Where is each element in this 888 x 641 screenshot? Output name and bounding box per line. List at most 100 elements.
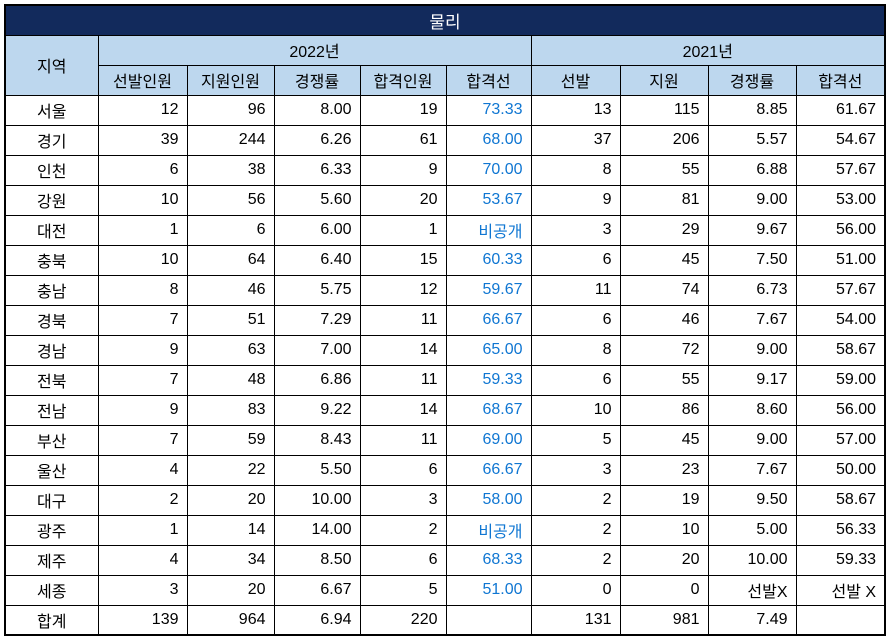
cell-2022-ratio: 10.00 xyxy=(273,484,361,516)
cell-2022-passed: 1 xyxy=(359,214,447,246)
cell-2021-cutoff: 59.33 xyxy=(795,544,886,576)
cell-2021-applicants: 74 xyxy=(619,274,709,306)
table-row: 대전 1 6 6.00 1 비공개 3 29 9.67 56.00 xyxy=(4,214,886,246)
cell-2021-selection: 9 xyxy=(530,184,621,216)
cell-2022-passed: 14 xyxy=(359,394,447,426)
cell-2022-ratio: 6.00 xyxy=(273,214,361,246)
cell-2022-selection: 2 xyxy=(97,484,188,516)
cell-region: 전남 xyxy=(4,394,99,426)
header-2021-selection: 선발 xyxy=(530,64,621,96)
cell-2021-cutoff xyxy=(795,604,886,636)
header-region: 지역 xyxy=(4,34,99,96)
cell-2022-cutoff: 59.67 xyxy=(445,274,532,306)
cell-2021-ratio: 9.50 xyxy=(707,484,797,516)
cell-2022-ratio: 5.75 xyxy=(273,274,361,306)
cell-2022-selection: 8 xyxy=(97,274,188,306)
cell-2022-cutoff: 59.33 xyxy=(445,364,532,396)
cell-2022-selection: 1 xyxy=(97,214,188,246)
cell-2022-ratio: 6.94 xyxy=(273,604,361,636)
cell-region: 인천 xyxy=(4,154,99,186)
cell-2022-cutoff: 60.33 xyxy=(445,244,532,276)
cell-2021-ratio: 10.00 xyxy=(707,544,797,576)
cell-2021-selection: 2 xyxy=(530,514,621,546)
cell-2022-cutoff: 69.00 xyxy=(445,424,532,456)
cell-2021-cutoff: 57.00 xyxy=(795,424,886,456)
cell-2022-ratio: 6.33 xyxy=(273,154,361,186)
cell-2022-selection: 3 xyxy=(97,574,188,606)
cell-2022-ratio: 5.60 xyxy=(273,184,361,216)
cell-2021-ratio: 9.00 xyxy=(707,184,797,216)
table-row: 광주 1 14 14.00 2 비공개 2 10 5.00 56.33 xyxy=(4,514,886,546)
cell-2022-selection: 10 xyxy=(97,244,188,276)
cell-2022-passed: 11 xyxy=(359,364,447,396)
cell-2021-cutoff: 58.67 xyxy=(795,334,886,366)
cell-region: 강원 xyxy=(4,184,99,216)
cell-2022-applicants: 83 xyxy=(186,394,275,426)
cell-2021-applicants: 55 xyxy=(619,154,709,186)
table-title: 물리 xyxy=(4,4,886,36)
cell-2022-applicants: 244 xyxy=(186,124,275,156)
cell-2022-selection: 4 xyxy=(97,454,188,486)
cell-2021-selection: 8 xyxy=(530,334,621,366)
cell-2022-cutoff: 68.00 xyxy=(445,124,532,156)
cell-2021-cutoff: 56.00 xyxy=(795,214,886,246)
cell-2021-applicants: 46 xyxy=(619,304,709,336)
cell-2021-applicants: 206 xyxy=(619,124,709,156)
cell-2021-selection: 3 xyxy=(530,454,621,486)
cell-2021-selection: 131 xyxy=(530,604,621,636)
cell-2022-ratio: 6.26 xyxy=(273,124,361,156)
cell-region: 제주 xyxy=(4,544,99,576)
cell-2022-ratio: 5.50 xyxy=(273,454,361,486)
cell-2021-applicants: 45 xyxy=(619,424,709,456)
cell-2022-passed: 5 xyxy=(359,574,447,606)
cell-2021-cutoff: 58.67 xyxy=(795,484,886,516)
cell-2022-cutoff: 53.67 xyxy=(445,184,532,216)
cell-2022-selection: 1 xyxy=(97,514,188,546)
cell-2022-ratio: 8.50 xyxy=(273,544,361,576)
header-2022-ratio: 경쟁률 xyxy=(273,64,361,96)
cell-2022-ratio: 9.22 xyxy=(273,394,361,426)
cell-2022-selection: 4 xyxy=(97,544,188,576)
cell-region: 전북 xyxy=(4,364,99,396)
table-head: 물리 지역 2022년 2021년 선발인원 지원인원 경쟁률 합격인원 합격선… xyxy=(4,4,886,96)
cell-2022-applicants: 34 xyxy=(186,544,275,576)
cell-2021-applicants: 23 xyxy=(619,454,709,486)
cell-2022-applicants: 64 xyxy=(186,244,275,276)
cell-2022-ratio: 6.86 xyxy=(273,364,361,396)
table-row: 경남 9 63 7.00 14 65.00 8 72 9.00 58.67 xyxy=(4,334,886,366)
cell-2021-applicants: 55 xyxy=(619,364,709,396)
cell-region: 서울 xyxy=(4,94,99,126)
cell-2021-ratio: 선발X xyxy=(707,574,797,606)
cell-2022-cutoff: 68.33 xyxy=(445,544,532,576)
cell-2021-ratio: 9.17 xyxy=(707,364,797,396)
cell-2021-applicants: 0 xyxy=(619,574,709,606)
cell-2022-ratio: 8.00 xyxy=(273,94,361,126)
table-row: 부산 7 59 8.43 11 69.00 5 45 9.00 57.00 xyxy=(4,424,886,456)
cell-2022-selection: 12 xyxy=(97,94,188,126)
cell-2022-cutoff: 70.00 xyxy=(445,154,532,186)
cell-region: 세종 xyxy=(4,574,99,606)
header-2022-applicants: 지원인원 xyxy=(186,64,275,96)
cell-2021-cutoff: 선발 X xyxy=(795,574,886,606)
table-row: 인천 6 38 6.33 9 70.00 8 55 6.88 57.67 xyxy=(4,154,886,186)
cell-region: 충북 xyxy=(4,244,99,276)
table-body: 서울 12 96 8.00 19 73.33 13 115 8.85 61.67 경기 39 244 6.… xyxy=(4,94,886,636)
table-row: 경기 39 244 6.26 61 68.00 37 206 5.57 54.67 xyxy=(4,124,886,156)
cell-2021-cutoff: 56.00 xyxy=(795,394,886,426)
cell-2021-ratio: 7.50 xyxy=(707,244,797,276)
physics-results-table: 물리 지역 2022년 2021년 선발인원 지원인원 경쟁률 합격인원 합격선… xyxy=(4,4,887,636)
cell-2022-passed: 9 xyxy=(359,154,447,186)
cell-2022-selection: 9 xyxy=(97,394,188,426)
cell-2022-passed: 11 xyxy=(359,304,447,336)
cell-2022-ratio: 6.40 xyxy=(273,244,361,276)
cell-2022-applicants: 38 xyxy=(186,154,275,186)
cell-2021-cutoff: 53.00 xyxy=(795,184,886,216)
total-row: 합계 139 964 6.94 220 131 981 7.49 xyxy=(4,604,886,636)
title-row: 물리 xyxy=(4,4,886,36)
table-row: 충남 8 46 5.75 12 59.67 11 74 6.73 57.67 xyxy=(4,274,886,306)
cell-2022-applicants: 22 xyxy=(186,454,275,486)
cell-2022-cutoff: 73.33 xyxy=(445,94,532,126)
cell-2021-ratio: 6.73 xyxy=(707,274,797,306)
cell-2022-selection: 10 xyxy=(97,184,188,216)
cell-2021-ratio: 5.57 xyxy=(707,124,797,156)
